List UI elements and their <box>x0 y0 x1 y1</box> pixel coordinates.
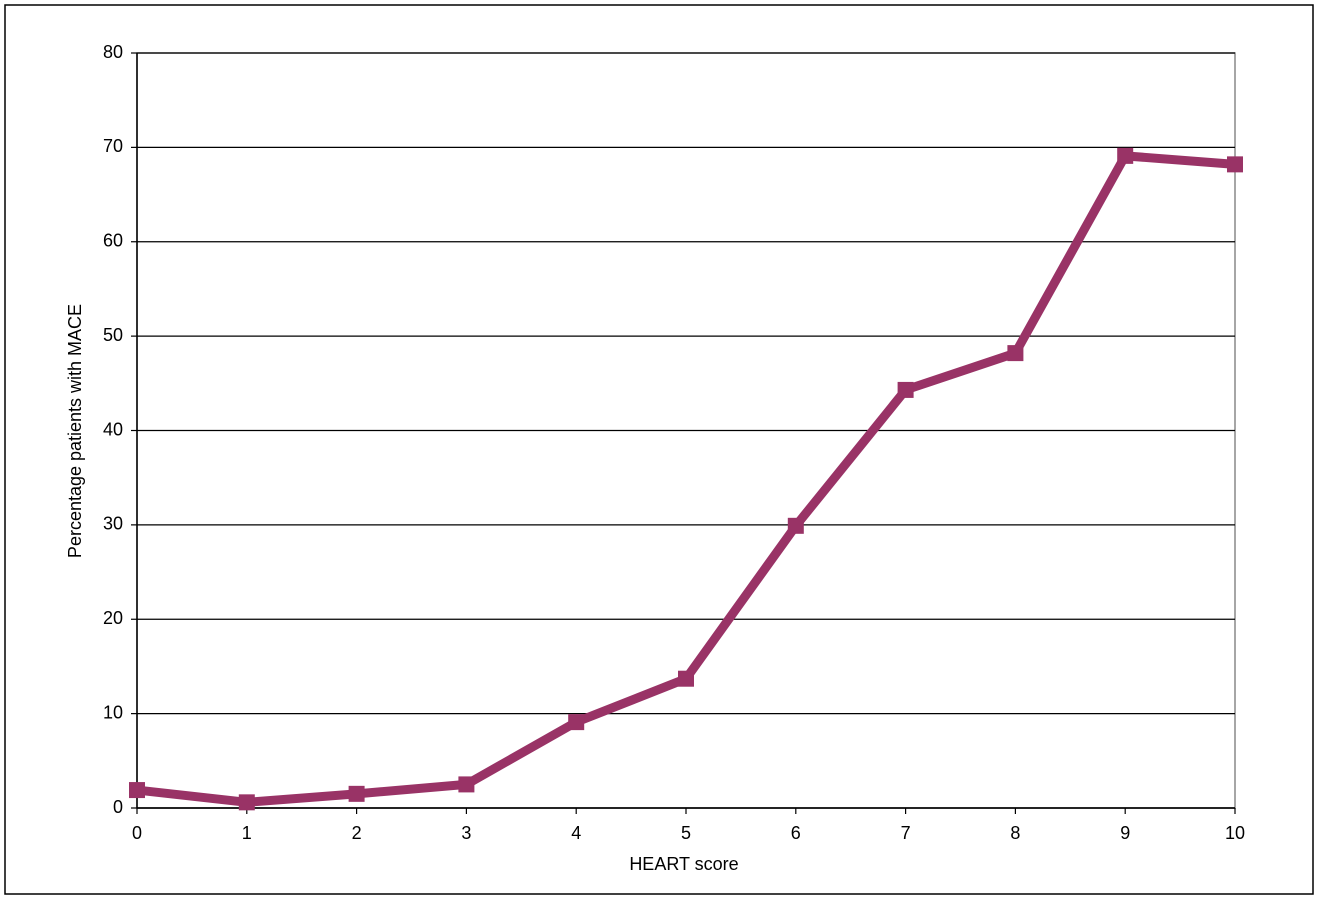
y-tick-label: 20 <box>103 608 123 628</box>
y-tick-label: 0 <box>113 797 123 817</box>
x-tick-label: 4 <box>571 823 581 843</box>
point-marker <box>678 670 694 687</box>
y-tick-label: 80 <box>103 42 123 62</box>
y-tick-label: 70 <box>103 136 123 156</box>
x-axis-label: HEART score <box>629 854 738 874</box>
x-tick-label: 8 <box>1010 823 1020 843</box>
x-tick-label: 10 <box>1225 823 1245 843</box>
y-tick-label: 10 <box>103 702 123 722</box>
x-tick-label: 7 <box>901 823 911 843</box>
point-marker <box>1227 156 1243 173</box>
x-tick-label: 9 <box>1120 823 1130 843</box>
x-tick-label: 1 <box>242 823 252 843</box>
y-tick-label: 60 <box>103 231 123 251</box>
point-marker <box>129 782 145 799</box>
y-tick-label: 30 <box>103 514 123 534</box>
y-tick-label: 50 <box>103 325 123 345</box>
point-marker <box>1007 345 1024 362</box>
point-marker <box>568 714 585 731</box>
x-tick-label: 2 <box>352 823 362 843</box>
x-tick-label: 3 <box>461 823 471 843</box>
y-axis-label: Percentage patients with MACE <box>65 304 85 558</box>
point-marker <box>458 776 475 793</box>
x-tick-label: 6 <box>791 823 801 843</box>
point-marker <box>1117 147 1134 164</box>
x-tick-label: 0 <box>132 823 142 843</box>
x-tick-label: 5 <box>681 823 691 843</box>
point-marker <box>348 785 365 802</box>
point-marker <box>787 517 804 534</box>
point-marker <box>238 794 255 811</box>
y-tick-label: 40 <box>103 419 123 439</box>
point-marker <box>897 381 914 398</box>
